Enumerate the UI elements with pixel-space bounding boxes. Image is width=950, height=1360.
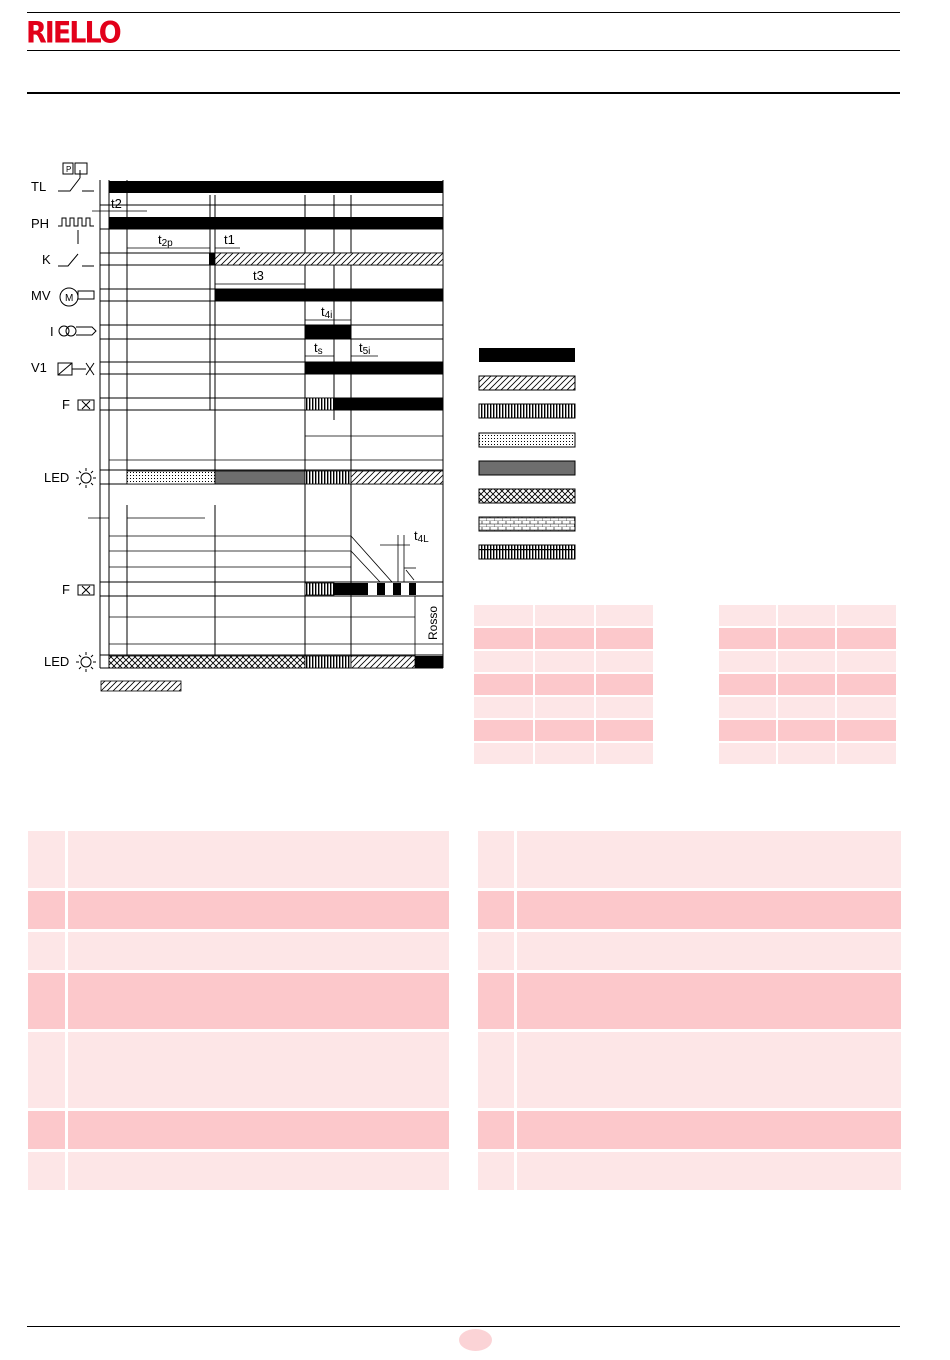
signal-led-lower: LED: [44, 654, 69, 669]
mv-bar: [215, 289, 443, 301]
tl-bar: [109, 181, 443, 193]
timing-table-right: [717, 603, 898, 766]
label-rosso: Rosso: [426, 606, 440, 640]
footer-rule: [27, 1326, 900, 1327]
signal-tl: TL: [31, 179, 46, 194]
led-lower-hatch: [350, 655, 416, 669]
legend-gray: [478, 460, 576, 476]
label-t2: t2: [111, 196, 122, 211]
legend-diagonal: [478, 375, 576, 391]
signal-f-lower: F: [62, 582, 70, 597]
led-dotted: [126, 470, 216, 485]
label-t4i: t4i: [321, 304, 332, 321]
mv-motor-letter: M: [65, 293, 73, 304]
page-number-badge: [459, 1329, 492, 1351]
label-t3: t3: [253, 268, 264, 283]
label-t5i: t5i: [359, 340, 370, 357]
flame-lower-striped: [304, 582, 335, 596]
signal-f: F: [62, 397, 70, 412]
legend-vertical: [478, 403, 576, 419]
dimension-lines: [88, 210, 443, 668]
signal-i: I: [50, 324, 54, 339]
timing-diagram: TL PH K MV I V1 F LED F LED: [31, 162, 444, 692]
legend-cross: [478, 488, 576, 504]
header-rule: [27, 50, 900, 51]
flame-striped: [304, 397, 335, 411]
led-lower-striped: [304, 655, 352, 669]
description-table-right: [475, 828, 904, 1193]
tl-symbol-letter: P: [66, 165, 71, 174]
k-pulse: [209, 253, 215, 265]
flame-pulse-3: [409, 583, 416, 595]
v1-bar: [305, 362, 443, 374]
ph-bar: [109, 217, 443, 229]
led-lower-red: [415, 656, 443, 668]
label-t2p: t2p: [158, 232, 173, 249]
flame-lower-bar: [334, 583, 368, 595]
label-ts: ts: [314, 340, 323, 357]
legend-dotted: [478, 432, 576, 448]
label-t1: t1: [224, 232, 235, 247]
label-t4l: t4L: [414, 528, 429, 545]
signal-k: K: [42, 252, 51, 267]
hatch-key-bar: [100, 680, 182, 692]
signal-symbols: [57, 162, 97, 672]
legend-solid-black: [479, 348, 575, 362]
legend-ladder: [478, 544, 576, 560]
section-rule: [27, 92, 900, 94]
flame-bar: [334, 398, 443, 410]
signal-mv: MV: [31, 288, 51, 303]
k-hatch-bar: [214, 252, 444, 266]
riello-logo: RIELLO: [26, 16, 122, 51]
header-top-rule: [27, 12, 900, 13]
signal-ph: PH: [31, 216, 49, 231]
flame-pulse-1: [377, 583, 385, 595]
timing-table-left: [472, 603, 655, 766]
led-hatch: [350, 470, 444, 485]
legend-brick: [478, 516, 576, 532]
ignition-bar: [305, 325, 351, 339]
signal-led: LED: [44, 470, 69, 485]
flame-pulse-2: [393, 583, 401, 595]
led-gray: [214, 470, 306, 485]
led-striped: [304, 470, 352, 485]
pattern-legend: [478, 348, 576, 560]
description-table-left: [25, 828, 452, 1193]
signal-v1: V1: [31, 360, 47, 375]
led-lower-cross: [108, 655, 306, 669]
